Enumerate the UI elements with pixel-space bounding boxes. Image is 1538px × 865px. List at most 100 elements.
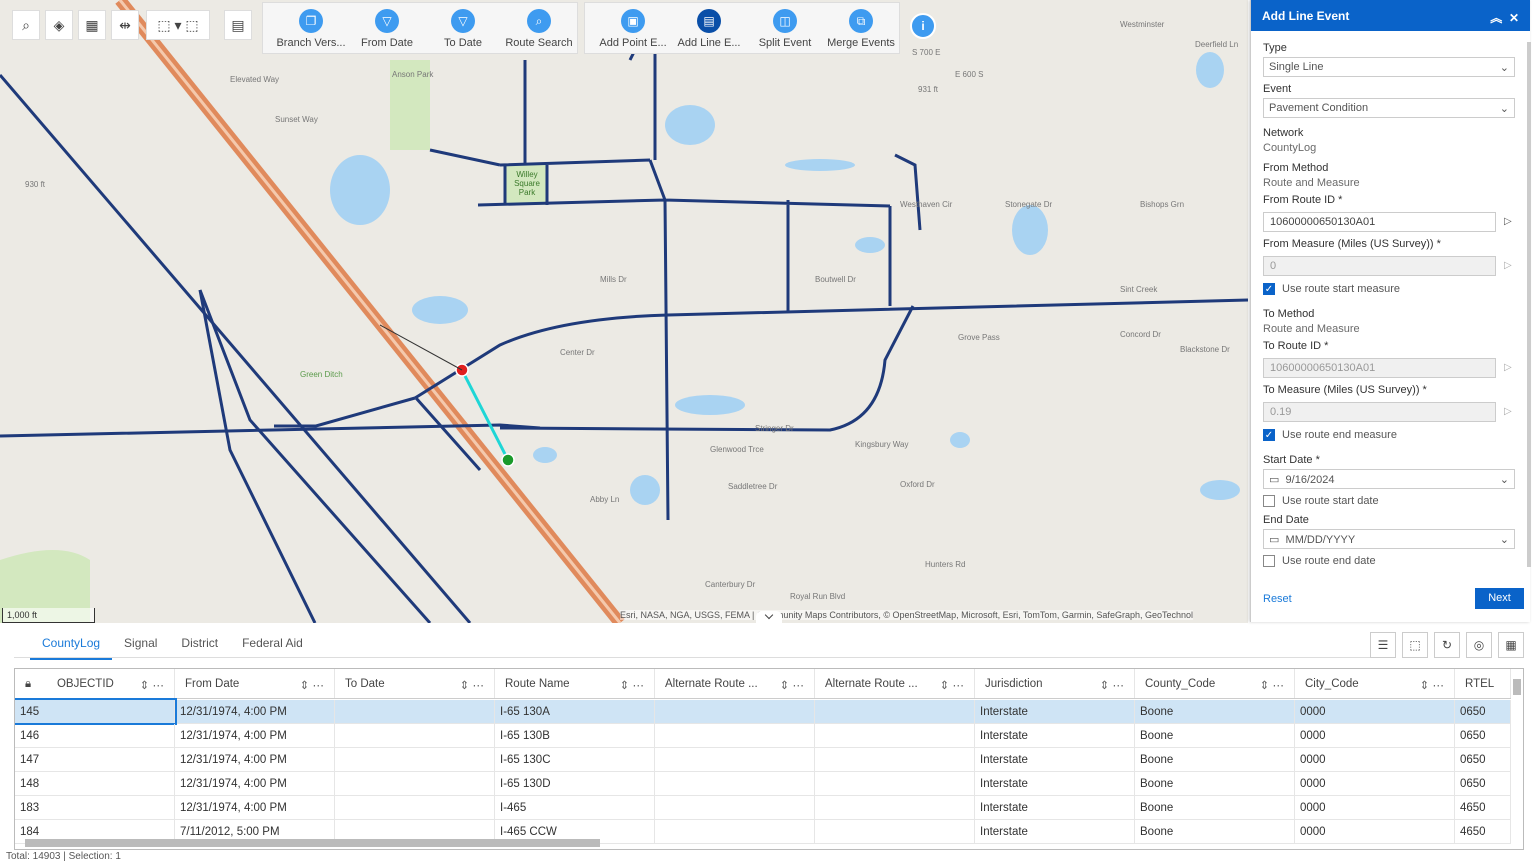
table-cell[interactable]	[655, 796, 815, 819]
next-button[interactable]: Next	[1475, 588, 1524, 609]
table-icon[interactable]: ▤	[224, 10, 252, 40]
table-cell[interactable]: 184	[15, 820, 175, 843]
table-cell[interactable]	[335, 796, 495, 819]
table-cell[interactable]: 0000	[1295, 700, 1455, 723]
table-cell[interactable]: 147	[15, 748, 175, 771]
table-cell[interactable]	[335, 700, 495, 723]
end-date-picker[interactable]: ▭ MM/DD/YYYY ⌄	[1263, 529, 1515, 549]
clear-selection-icon[interactable]: ⬚	[1402, 632, 1428, 658]
table-cell[interactable]	[655, 724, 815, 747]
add-line-event-button[interactable]: ▤ Add Line E...	[671, 3, 747, 53]
table-cell[interactable]: 183	[15, 796, 175, 819]
merge-events-button[interactable]: ⧉ Merge Events	[823, 3, 899, 53]
table-cell[interactable]: 0650	[1455, 700, 1511, 723]
horizontal-scrollbar[interactable]	[25, 839, 600, 847]
event-select[interactable]: Pavement Condition ⌄	[1263, 98, 1515, 118]
table-cell[interactable]: 0650	[1455, 748, 1511, 771]
tab-federal-aid[interactable]: Federal Aid	[242, 636, 303, 650]
search-icon[interactable]: ⌕	[12, 10, 40, 40]
table-cell[interactable]	[815, 700, 975, 723]
column-header[interactable]: From Date ⇕ ⋯	[175, 669, 335, 698]
sort-menu-icon[interactable]: ⇕ ⋯	[779, 680, 804, 692]
table-cell[interactable]	[655, 748, 815, 771]
sort-menu-icon[interactable]: ⇕ ⋯	[619, 680, 644, 692]
branch-versions-button[interactable]: ❐ Branch Vers...	[273, 3, 349, 53]
table-cell[interactable]: Boone	[1135, 796, 1295, 819]
pick-on-map-icon[interactable]: ▷	[1504, 406, 1512, 417]
pick-on-map-icon[interactable]: ▷	[1504, 216, 1512, 227]
table-cell[interactable]: 4650	[1455, 820, 1511, 843]
table-cell[interactable]: Interstate	[975, 748, 1135, 771]
pick-on-map-icon[interactable]: ▷	[1504, 362, 1512, 373]
table-cell[interactable]: 0000	[1295, 748, 1455, 771]
table-cell[interactable]: I-465 CCW	[495, 820, 655, 843]
table-cell[interactable]: 12/31/1974, 4:00 PM	[175, 772, 335, 795]
type-select[interactable]: Single Line ⌄	[1263, 57, 1515, 77]
to-date-button[interactable]: ▽ To Date	[425, 3, 501, 53]
table-cell[interactable]: 4650	[1455, 796, 1511, 819]
column-header[interactable]: 🔒︎ OBJECTID ⇕ ⋯	[15, 669, 175, 698]
reset-button[interactable]: Reset	[1263, 593, 1292, 605]
sort-menu-icon[interactable]: ⇕ ⋯	[939, 680, 964, 692]
table-cell[interactable]: I-65 130C	[495, 748, 655, 771]
table-row[interactable]: 148 12/31/1974, 4:00 PM I-65 130D Interstat…	[15, 772, 1511, 796]
panel-scrollbar[interactable]	[1527, 42, 1531, 567]
table-cell[interactable]: Interstate	[975, 772, 1135, 795]
column-header[interactable]: RTEL	[1455, 669, 1511, 698]
table-row[interactable]: 147 12/31/1974, 4:00 PM I-65 130C Interstat…	[15, 748, 1511, 772]
table-cell[interactable]: 12/31/1974, 4:00 PM	[175, 700, 335, 723]
table-row[interactable]: 184 7/11/2012, 5:00 PM I-465 CCW Interstate…	[15, 820, 1511, 844]
select-icon[interactable]: ▦	[78, 10, 106, 40]
table-cell[interactable]: 145	[15, 698, 177, 725]
table-cell[interactable]: Interstate	[975, 796, 1135, 819]
table-cell[interactable]	[815, 820, 975, 843]
table-row[interactable]: 183 12/31/1974, 4:00 PM I-465 Interstate Boo…	[15, 796, 1511, 820]
table-cell[interactable]	[335, 820, 495, 843]
filter-map-extent-icon[interactable]: ◎	[1466, 632, 1492, 658]
table-cell[interactable]	[655, 700, 815, 723]
table-cell[interactable]	[335, 724, 495, 747]
table-cell[interactable]	[335, 772, 495, 795]
table-cell[interactable]: 7/11/2012, 5:00 PM	[175, 820, 335, 843]
layers-icon[interactable]: ◈	[45, 10, 73, 40]
table-cell[interactable]: 12/31/1974, 4:00 PM	[175, 748, 335, 771]
sort-menu-icon[interactable]: ⇕ ⋯	[299, 680, 324, 692]
sort-menu-icon[interactable]: ⇕ ⋯	[1259, 680, 1284, 692]
column-header[interactable]: Jurisdiction ⇕ ⋯	[975, 669, 1135, 698]
info-icon[interactable]: i	[910, 13, 936, 39]
refresh-icon[interactable]: ↻	[1434, 632, 1460, 658]
from-route-input[interactable]: 10600000650130A01	[1263, 212, 1496, 232]
table-cell[interactable]	[815, 772, 975, 795]
table-cell[interactable]: 0000	[1295, 796, 1455, 819]
tab-countylog[interactable]: CountyLog	[30, 633, 113, 660]
table-row[interactable]: 146 12/31/1974, 4:00 PM I-65 130B Interstat…	[15, 724, 1511, 748]
from-measure-input[interactable]: 0	[1263, 256, 1496, 276]
table-cell[interactable]	[815, 796, 975, 819]
tab-signal[interactable]: Signal	[124, 636, 158, 650]
add-point-event-button[interactable]: ▣ Add Point E...	[595, 3, 671, 53]
table-cell[interactable]: Boone	[1135, 748, 1295, 771]
table-cell[interactable]: Boone	[1135, 820, 1295, 843]
table-cell[interactable]	[655, 772, 815, 795]
column-header[interactable]: City_Code ⇕ ⋯	[1295, 669, 1455, 698]
collapse-icon[interactable]: ︽	[1490, 11, 1503, 25]
pick-on-map-icon[interactable]: ▷	[1504, 260, 1512, 271]
table-cell[interactable]	[815, 724, 975, 747]
table-cell[interactable]: 146	[15, 724, 175, 747]
table-cell[interactable]: 0000	[1295, 772, 1455, 795]
route-search-button[interactable]: ⌕ Route Search	[501, 3, 577, 53]
columns-icon[interactable]: ▦	[1498, 632, 1524, 658]
tab-district[interactable]: District	[181, 636, 219, 650]
table-cell[interactable]: 0650	[1455, 772, 1511, 795]
to-measure-input[interactable]: 0.19	[1263, 402, 1496, 422]
column-header[interactable]: Route Name ⇕ ⋯	[495, 669, 655, 698]
column-header[interactable]: County_Code ⇕ ⋯	[1135, 669, 1295, 698]
table-cell[interactable]	[335, 748, 495, 771]
table-cell[interactable]: Interstate	[975, 724, 1135, 747]
use-end-date-checkbox[interactable]: Use route end date	[1263, 555, 1376, 567]
sort-menu-icon[interactable]: ⇕ ⋯	[1419, 680, 1444, 692]
table-cell[interactable]: 148	[15, 772, 175, 795]
table-cell[interactable]: 0000	[1295, 820, 1455, 843]
use-end-measure-checkbox[interactable]: ✓ Use route end measure	[1263, 429, 1397, 441]
measure-icon[interactable]: ⇹	[111, 10, 139, 40]
